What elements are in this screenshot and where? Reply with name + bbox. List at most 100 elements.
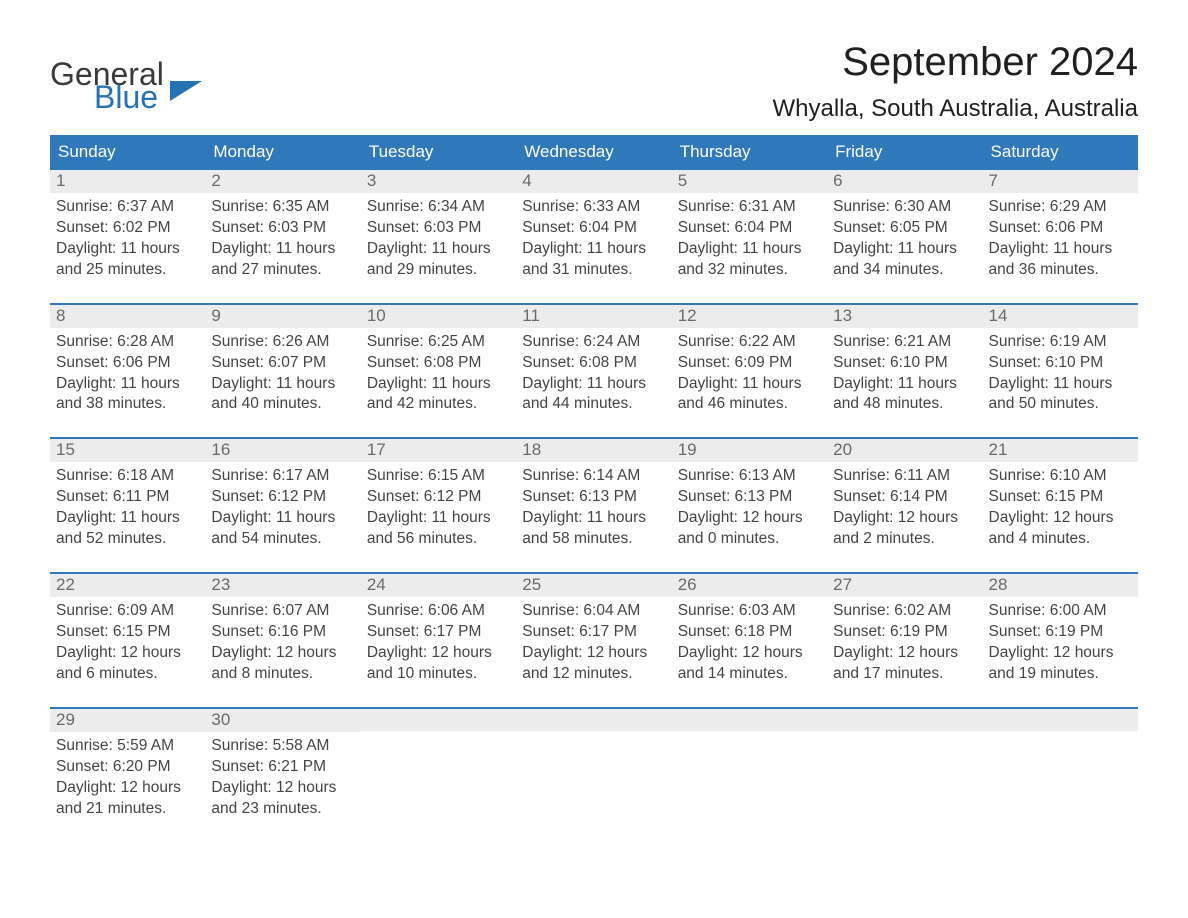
- day-d2: and 32 minutes.: [678, 260, 821, 281]
- day-number: 17: [361, 437, 516, 462]
- day-ss: Sunset: 6:16 PM: [211, 622, 354, 643]
- day-cell: 2Sunrise: 6:35 AMSunset: 6:03 PMDaylight…: [205, 168, 360, 283]
- day-d1: Daylight: 12 hours: [833, 508, 976, 529]
- day-cell: [983, 707, 1138, 822]
- day-sr: Sunrise: 6:04 AM: [522, 601, 665, 622]
- logo-text-blue: Blue: [94, 83, 164, 112]
- day-ss: Sunset: 6:17 PM: [522, 622, 665, 643]
- day-d1: Daylight: 11 hours: [211, 374, 354, 395]
- day-ss: Sunset: 6:10 PM: [833, 353, 976, 374]
- title-block: September 2024 Whyalla, South Australia,…: [772, 40, 1138, 123]
- day-d2: and 4 minutes.: [989, 529, 1132, 550]
- day-ss: Sunset: 6:14 PM: [833, 487, 976, 508]
- day-body: Sunrise: 6:21 AMSunset: 6:10 PMDaylight:…: [827, 328, 982, 418]
- day-number: 7: [983, 168, 1138, 193]
- day-body: Sunrise: 6:02 AMSunset: 6:19 PMDaylight:…: [827, 597, 982, 687]
- day-sr: Sunrise: 6:22 AM: [678, 332, 821, 353]
- day-d2: and 17 minutes.: [833, 664, 976, 685]
- day-body: Sunrise: 6:17 AMSunset: 6:12 PMDaylight:…: [205, 462, 360, 552]
- day-sr: Sunrise: 6:15 AM: [367, 466, 510, 487]
- day-d2: and 54 minutes.: [211, 529, 354, 550]
- day-body: Sunrise: 6:37 AMSunset: 6:02 PMDaylight:…: [50, 193, 205, 283]
- day-header-sunday: Sunday: [50, 136, 205, 168]
- day-sr: Sunrise: 6:37 AM: [56, 197, 199, 218]
- day-sr: Sunrise: 6:25 AM: [367, 332, 510, 353]
- day-d1: Daylight: 12 hours: [989, 508, 1132, 529]
- day-header-tuesday: Tuesday: [361, 136, 516, 168]
- day-d2: and 31 minutes.: [522, 260, 665, 281]
- day-body: Sunrise: 6:26 AMSunset: 6:07 PMDaylight:…: [205, 328, 360, 418]
- day-cell: 8Sunrise: 6:28 AMSunset: 6:06 PMDaylight…: [50, 303, 205, 418]
- day-ss: Sunset: 6:08 PM: [522, 353, 665, 374]
- day-d1: Daylight: 11 hours: [833, 374, 976, 395]
- day-number: 28: [983, 572, 1138, 597]
- day-d2: and 56 minutes.: [367, 529, 510, 550]
- day-ss: Sunset: 6:11 PM: [56, 487, 199, 508]
- day-sr: Sunrise: 6:00 AM: [989, 601, 1132, 622]
- day-ss: Sunset: 6:19 PM: [989, 622, 1132, 643]
- day-cell: 23 Sunrise: 6:07 AMSunset: 6:16 PMDayligh…: [205, 572, 360, 687]
- day-d2: and 10 minutes.: [367, 664, 510, 685]
- calendar: Sunday Monday Tuesday Wednesday Thursday…: [50, 135, 1138, 821]
- day-cell: 6Sunrise: 6:30 AMSunset: 6:05 PMDaylight…: [827, 168, 982, 283]
- day-d2: and 27 minutes.: [211, 260, 354, 281]
- day-ss: Sunset: 6:15 PM: [989, 487, 1132, 508]
- day-number: 3: [361, 168, 516, 193]
- day-body: Sunrise: 6:15 AMSunset: 6:12 PMDaylight:…: [361, 462, 516, 552]
- day-d1: Daylight: 12 hours: [678, 643, 821, 664]
- day-number: 24: [361, 572, 516, 597]
- day-cell: 27Sunrise: 6:02 AMSunset: 6:19 PMDayligh…: [827, 572, 982, 687]
- day-cell: 26Sunrise: 6:03 AMSunset: 6:18 PMDayligh…: [672, 572, 827, 687]
- day-body: Sunrise: 6:03 AMSunset: 6:18 PMDaylight:…: [672, 597, 827, 687]
- day-body: Sunrise: 6:11 AMSunset: 6:14 PMDaylight:…: [827, 462, 982, 552]
- day-sr: Sunrise: 6:21 AM: [833, 332, 976, 353]
- day-cell: 18Sunrise: 6:14 AMSunset: 6:13 PMDayligh…: [516, 437, 671, 552]
- day-cell: [361, 707, 516, 822]
- day-sr: Sunrise: 6:07 AM: [211, 601, 354, 622]
- day-sr: Sunrise: 6:24 AM: [522, 332, 665, 353]
- day-d1: Daylight: 11 hours: [522, 374, 665, 395]
- day-number: 15: [50, 437, 205, 462]
- day-d1: Daylight: 12 hours: [211, 778, 354, 799]
- day-d1: Daylight: 12 hours: [211, 643, 354, 664]
- day-number: 18: [516, 437, 671, 462]
- day-body: Sunrise: 5:58 AMSunset: 6:21 PMDaylight:…: [205, 732, 360, 822]
- day-sr: Sunrise: 6:13 AM: [678, 466, 821, 487]
- day-header-row: Sunday Monday Tuesday Wednesday Thursday…: [50, 135, 1138, 168]
- week-row: 29Sunrise: 5:59 AMSunset: 6:20 PMDayligh…: [50, 707, 1138, 822]
- day-number: 21: [983, 437, 1138, 462]
- day-number: 9: [205, 303, 360, 328]
- day-cell: 28Sunrise: 6:00 AMSunset: 6:19 PMDayligh…: [983, 572, 1138, 687]
- week-row: 15Sunrise: 6:18 AMSunset: 6:11 PMDayligh…: [50, 437, 1138, 552]
- day-number: 1: [50, 168, 205, 193]
- day-ss: Sunset: 6:12 PM: [367, 487, 510, 508]
- day-d2: and 6 minutes.: [56, 664, 199, 685]
- day-number: 19: [672, 437, 827, 462]
- day-body: Sunrise: 6:28 AMSunset: 6:06 PMDaylight:…: [50, 328, 205, 418]
- day-number: 23: [205, 572, 360, 597]
- day-cell: 11Sunrise: 6:24 AMSunset: 6:08 PMDayligh…: [516, 303, 671, 418]
- day-d2: and 46 minutes.: [678, 394, 821, 415]
- day-d1: Daylight: 12 hours: [367, 643, 510, 664]
- header: General Blue September 2024 Whyalla, Sou…: [50, 40, 1138, 123]
- day-number: 10: [361, 303, 516, 328]
- day-cell: 4Sunrise: 6:33 AMSunset: 6:04 PMDaylight…: [516, 168, 671, 283]
- day-cell: 9Sunrise: 6:26 AMSunset: 6:07 PMDaylight…: [205, 303, 360, 418]
- day-number: 14: [983, 303, 1138, 328]
- day-body: Sunrise: 6:25 AMSunset: 6:08 PMDaylight:…: [361, 328, 516, 418]
- day-body: Sunrise: 6:14 AMSunset: 6:13 PMDaylight:…: [516, 462, 671, 552]
- day-d2: and 14 minutes.: [678, 664, 821, 685]
- day-number: 27: [827, 572, 982, 597]
- day-ss: Sunset: 6:07 PM: [211, 353, 354, 374]
- day-d1: Daylight: 11 hours: [56, 374, 199, 395]
- day-d1: Daylight: 12 hours: [678, 508, 821, 529]
- day-ss: Sunset: 6:02 PM: [56, 218, 199, 239]
- day-ss: Sunset: 6:06 PM: [989, 218, 1132, 239]
- day-d1: Daylight: 11 hours: [989, 239, 1132, 260]
- day-cell: 3Sunrise: 6:34 AMSunset: 6:03 PMDaylight…: [361, 168, 516, 283]
- day-ss: Sunset: 6:03 PM: [367, 218, 510, 239]
- day-d1: Daylight: 12 hours: [833, 643, 976, 664]
- day-number: 29: [50, 707, 205, 732]
- day-sr: Sunrise: 6:17 AM: [211, 466, 354, 487]
- logo: General Blue: [50, 40, 202, 112]
